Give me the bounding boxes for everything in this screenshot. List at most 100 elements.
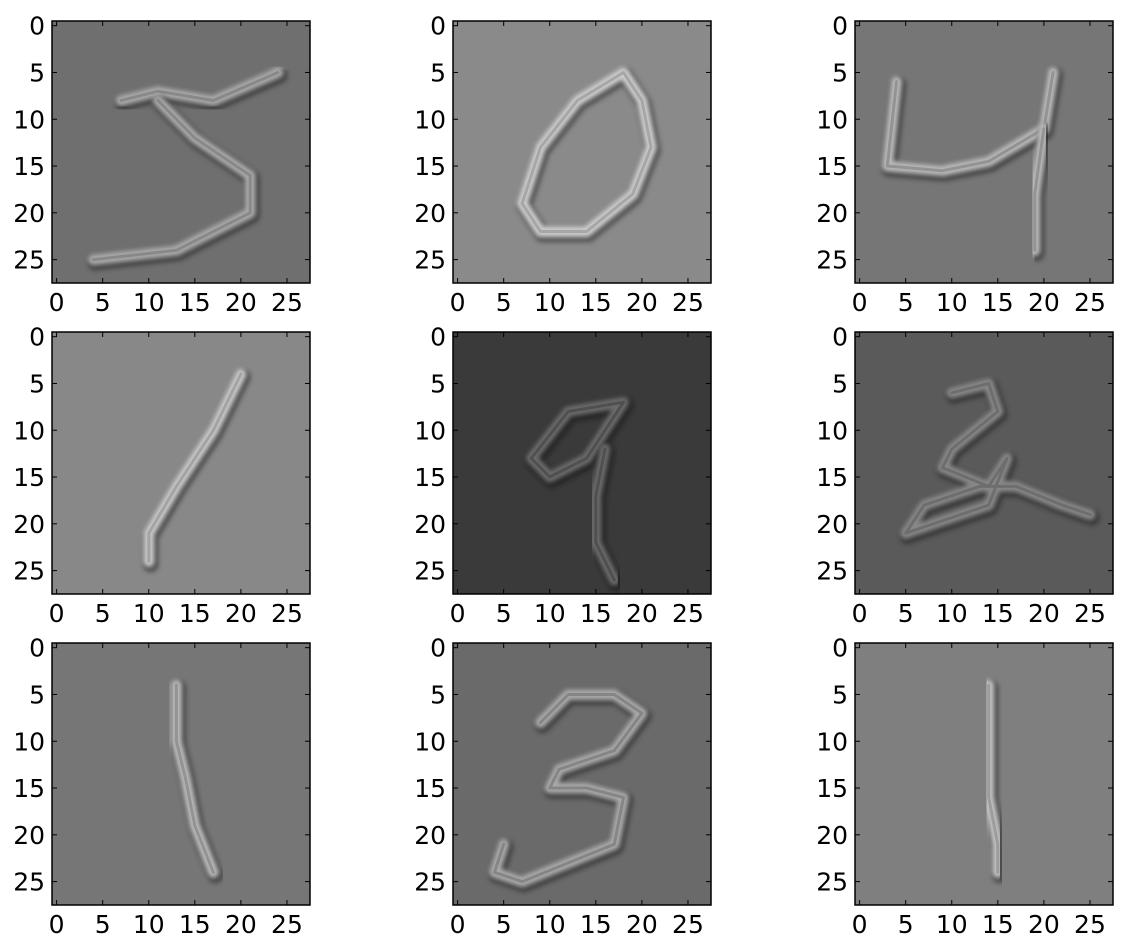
y-tick-label: 10: [414, 105, 446, 134]
x-tick-label: 0: [450, 288, 466, 317]
x-tick-label: 5: [496, 599, 512, 628]
x-tick-label: 5: [898, 599, 914, 628]
x-tick-label: 10: [534, 599, 566, 628]
x-tick-label: 25: [271, 599, 303, 628]
y-tick-label: 10: [414, 727, 446, 756]
x-tick-label: 10: [133, 910, 165, 939]
x-tick-label: 20: [626, 910, 658, 939]
x-tick-label: 25: [271, 910, 303, 939]
y-tick-label: 15: [414, 463, 446, 492]
y-tick-label: 15: [414, 152, 446, 181]
digit-stroke-core: [92, 99, 252, 262]
x-tick-label: 15: [179, 910, 211, 939]
y-tick-label: 15: [816, 152, 848, 181]
axes-frame: [51, 331, 311, 595]
x-tick-label: 10: [936, 288, 968, 317]
image-background: [52, 21, 310, 283]
y-tick-label: 5: [430, 58, 446, 87]
y-tick-label: 0: [29, 323, 45, 352]
y-tick-label: 25: [414, 868, 446, 897]
x-tick-label: 5: [95, 910, 111, 939]
x-tick-label: 15: [580, 910, 612, 939]
axes-frame: [854, 20, 1114, 284]
digit-image: [52, 332, 310, 594]
y-tick-label: 20: [13, 821, 45, 850]
y-tick-label: 10: [816, 105, 848, 134]
digit-stroke-core: [174, 683, 215, 874]
digit-stroke-core: [119, 71, 280, 102]
digit-stroke-core: [493, 693, 644, 884]
x-tick-label: 0: [450, 910, 466, 939]
y-tick-label: 5: [29, 58, 45, 87]
x-tick-label: 10: [133, 599, 165, 628]
y-tick-label: 15: [13, 463, 45, 492]
y-tick-label: 5: [832, 369, 848, 398]
x-tick-label: 25: [672, 288, 704, 317]
x-tick-label: 0: [450, 599, 466, 628]
x-tick-label: 25: [1074, 910, 1106, 939]
y-tick-label: 15: [13, 774, 45, 803]
axes-frame: [51, 642, 311, 906]
image-background: [855, 332, 1113, 594]
image-background: [453, 21, 711, 283]
y-tick-label: 5: [430, 680, 446, 709]
axes-frame: [452, 331, 712, 595]
y-tick-label: 25: [816, 246, 848, 275]
digit-stroke-core: [1033, 127, 1046, 252]
y-tick-label: 0: [430, 323, 446, 352]
y-tick-label: 0: [29, 12, 45, 41]
y-tick-label: 20: [414, 821, 446, 850]
y-tick-label: 20: [816, 510, 848, 539]
y-tick-label: 10: [13, 727, 45, 756]
digit-image: [453, 332, 711, 594]
x-tick-label: 20: [225, 910, 257, 939]
x-tick-label: 5: [496, 910, 512, 939]
axes-frame: [452, 20, 712, 284]
y-tick-label: 25: [816, 557, 848, 586]
x-tick-label: 10: [936, 599, 968, 628]
x-tick-label: 20: [1028, 599, 1060, 628]
x-tick-label: 20: [626, 288, 658, 317]
digit-stroke-core: [987, 683, 1000, 874]
x-tick-label: 15: [982, 910, 1014, 939]
y-tick-label: 15: [816, 463, 848, 492]
x-tick-label: 25: [672, 599, 704, 628]
y-tick-label: 20: [13, 510, 45, 539]
x-tick-label: 5: [898, 910, 914, 939]
x-tick-label: 10: [534, 288, 566, 317]
x-tick-label: 25: [271, 288, 303, 317]
y-tick-label: 10: [816, 416, 848, 445]
y-tick-label: 15: [13, 152, 45, 181]
y-tick-label: 0: [29, 634, 45, 663]
x-tick-label: 20: [626, 599, 658, 628]
x-tick-label: 15: [580, 288, 612, 317]
x-tick-label: 10: [133, 288, 165, 317]
x-tick-label: 15: [179, 288, 211, 317]
axes-frame: [854, 642, 1114, 906]
x-tick-label: 0: [852, 910, 868, 939]
x-tick-label: 15: [580, 599, 612, 628]
digit-stroke-core: [520, 71, 653, 233]
y-tick-label: 5: [29, 369, 45, 398]
digit-stroke-core: [529, 400, 625, 479]
digit-image: [52, 643, 310, 905]
y-tick-label: 20: [414, 199, 446, 228]
axes-frame: [452, 642, 712, 906]
y-tick-label: 5: [832, 680, 848, 709]
x-tick-label: 5: [898, 288, 914, 317]
x-tick-label: 10: [936, 910, 968, 939]
y-tick-label: 0: [832, 323, 848, 352]
x-tick-label: 10: [534, 910, 566, 939]
image-background: [52, 332, 310, 594]
y-tick-label: 5: [430, 369, 446, 398]
x-tick-label: 0: [852, 599, 868, 628]
digit-stroke-core: [885, 71, 1055, 173]
x-tick-label: 0: [852, 288, 868, 317]
digit-image: [453, 21, 711, 283]
y-tick-label: 10: [816, 727, 848, 756]
